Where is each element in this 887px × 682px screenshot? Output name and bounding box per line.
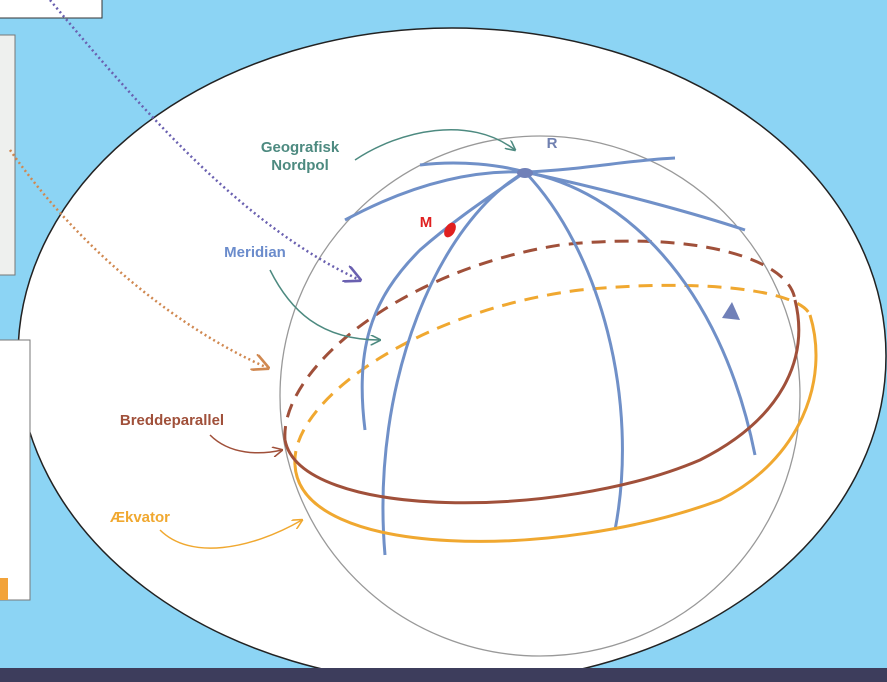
outer-ellipse [17, 27, 887, 682]
label: Ækvator [110, 509, 170, 526]
meridian [523, 170, 624, 531]
label: Meridian [224, 244, 286, 261]
equator-back [293, 283, 812, 466]
label: R [547, 135, 558, 152]
parallel [283, 299, 801, 505]
parallel-back [283, 239, 797, 441]
sphere [279, 135, 801, 657]
arrows [8, 0, 515, 549]
arrow [209, 434, 282, 453]
north-pole-point [517, 168, 533, 178]
meridian [419, 161, 746, 232]
arrow [269, 269, 380, 340]
label: Geografisk [261, 139, 340, 156]
label: Nordpol [271, 157, 329, 174]
bottom-bar [0, 668, 887, 682]
side-mark [0, 578, 8, 600]
direction-arrow [722, 302, 740, 320]
point-m [444, 222, 456, 238]
meridian [360, 170, 526, 431]
arrow [8, 149, 268, 368]
arrow [159, 520, 302, 549]
arrow [354, 129, 515, 161]
side-box [0, 0, 103, 19]
side-box [0, 339, 31, 601]
equator [293, 314, 818, 543]
label: Breddeparallel [120, 412, 224, 429]
meridian [381, 170, 526, 556]
meridian [524, 170, 757, 456]
circles [283, 156, 818, 556]
arrow [49, 0, 360, 280]
label: M [420, 214, 433, 231]
